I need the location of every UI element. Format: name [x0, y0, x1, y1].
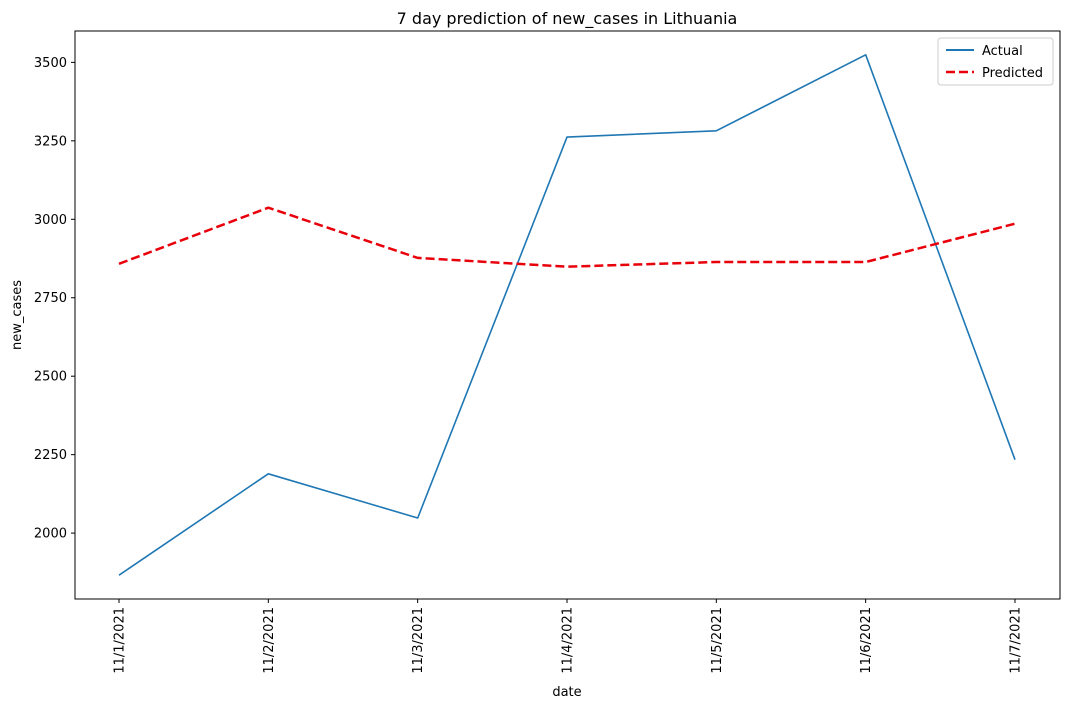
legend-label-actual: Actual	[982, 44, 1023, 59]
x-tick-label: 11/4/2021	[560, 607, 575, 674]
x-tick-label: 11/3/2021	[411, 607, 426, 674]
x-tick-label: 11/6/2021	[859, 607, 874, 674]
x-tick-label: 11/5/2021	[710, 607, 725, 674]
y-tick-label: 2250	[34, 448, 67, 463]
chart-title: 7 day prediction of new_cases in Lithuan…	[397, 9, 738, 29]
y-axis-label: new_cases	[10, 280, 25, 350]
y-tick-label: 3500	[34, 56, 67, 71]
y-axis: 2000 2250 2500 2750 3000 3250 3500	[34, 56, 75, 542]
x-axis: 11/1/2021 11/2/2021 11/3/2021 11/4/2021 11/5…	[113, 599, 1023, 674]
plot-area	[74, 30, 1061, 600]
x-axis-label: date	[552, 685, 581, 700]
y-tick-label: 2000	[34, 527, 67, 542]
x-tick-label: 11/1/2021	[113, 607, 128, 674]
y-tick-label: 2500	[34, 370, 67, 385]
legend-label-predicted: Predicted	[982, 66, 1043, 81]
y-tick-label: 3250	[34, 134, 67, 149]
series-line-actual	[118, 53, 1016, 576]
y-tick-label: 3000	[34, 213, 67, 228]
legend: Actual Predicted	[937, 37, 1054, 86]
series-line-predicted	[118, 206, 1016, 268]
series-layer	[118, 53, 1016, 576]
y-tick-label: 2750	[34, 291, 67, 306]
x-tick-label: 11/7/2021	[1008, 607, 1023, 674]
x-tick-label: 11/2/2021	[262, 607, 277, 674]
